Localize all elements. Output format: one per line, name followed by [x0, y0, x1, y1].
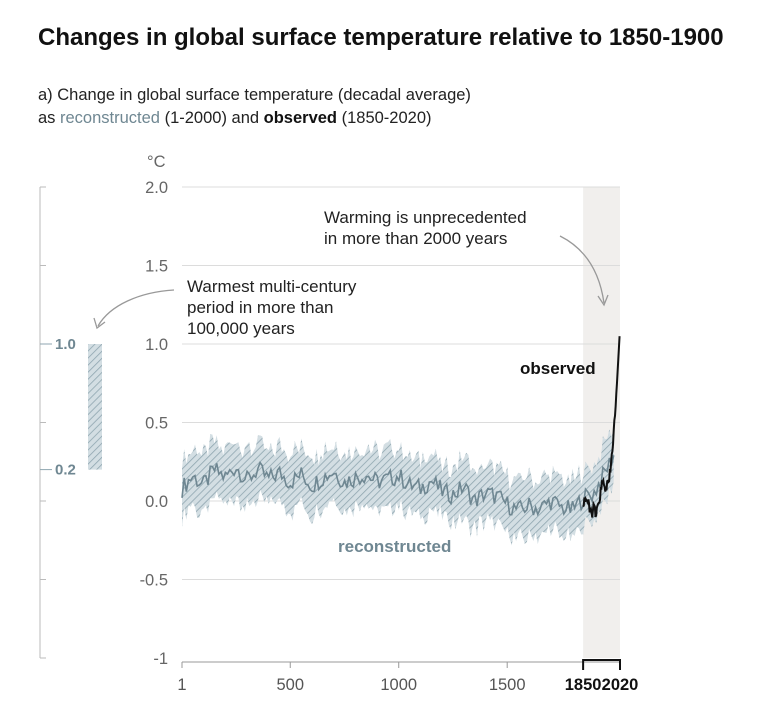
x-tick-label: 1500: [489, 676, 526, 694]
y-tick-label: 1.5: [145, 258, 168, 276]
y-tick-label: 1.0: [145, 336, 168, 354]
y-tick-label: -1: [153, 650, 168, 668]
observed-period-bracket: [582, 659, 621, 670]
unprecedented-note-line-1: Warming is unprecedented: [324, 208, 527, 227]
warmest-note-line-3: 100,000 years: [187, 319, 295, 338]
y-tick-label: 2.0: [145, 179, 168, 197]
x-axis: 1 500 1000 1500 1850 2020: [177, 659, 639, 694]
warmest-note-line-1: Warmest multi-century: [187, 277, 357, 296]
y-tick-label: 0.0: [145, 493, 168, 511]
chart-title: Changes in global surface temperature re…: [38, 24, 724, 51]
subtitle-mid: (1-2000) and: [159, 109, 264, 127]
side-range-high-label: 1.0: [55, 336, 76, 353]
y-tick-label: -0.5: [140, 572, 168, 590]
x-tick-label: 2020: [602, 676, 639, 694]
x-tick-label: 500: [276, 676, 304, 694]
warmest-arrow: [97, 289, 175, 327]
y-tick-label: 0.5: [145, 415, 168, 433]
x-tick-label: 1850: [565, 676, 602, 694]
unprecedented-arrowhead: [597, 294, 609, 307]
y-axis-unit: °C: [147, 153, 166, 171]
warmest-arrowhead: [93, 317, 106, 330]
subtitle-line-2: as reconstructed (1-2000) and observed (…: [38, 107, 471, 130]
reconstructed-line: [181, 455, 615, 517]
annotations: observed reconstructed Warming is unprec…: [93, 208, 609, 556]
reconstructed-label: reconstructed: [338, 537, 451, 556]
subtitle-line-1: a) Change in global surface temperature …: [38, 86, 471, 104]
warmest-note-line-2: period in more than: [187, 298, 333, 317]
warmest-period-range-bar: [88, 344, 102, 470]
unprecedented-note-line-2: in more than 2000 years: [324, 229, 507, 248]
y-axis-labels: 2.0 1.5 1.0 0.5 0.0 -0.5 -1: [140, 179, 168, 668]
subtitle-as: as: [38, 109, 61, 127]
subtitle-reconstructed: reconstructed: [60, 109, 160, 127]
unprecedented-arrow: [559, 235, 605, 304]
subtitle-end: (1850-2020): [337, 109, 432, 127]
chart-subtitle: a) Change in global surface temperature …: [38, 84, 471, 130]
subtitle-observed: observed: [263, 109, 338, 127]
side-range-low-label: 0.2: [55, 462, 76, 479]
x-tick-label: 1000: [380, 676, 417, 694]
observed-label: observed: [520, 359, 596, 378]
side-axis: 1.0 0.2: [39, 186, 102, 659]
x-tick-label: 1: [177, 676, 186, 694]
observed-line: [582, 336, 621, 518]
reconstructed-uncertainty-band: [182, 429, 614, 546]
